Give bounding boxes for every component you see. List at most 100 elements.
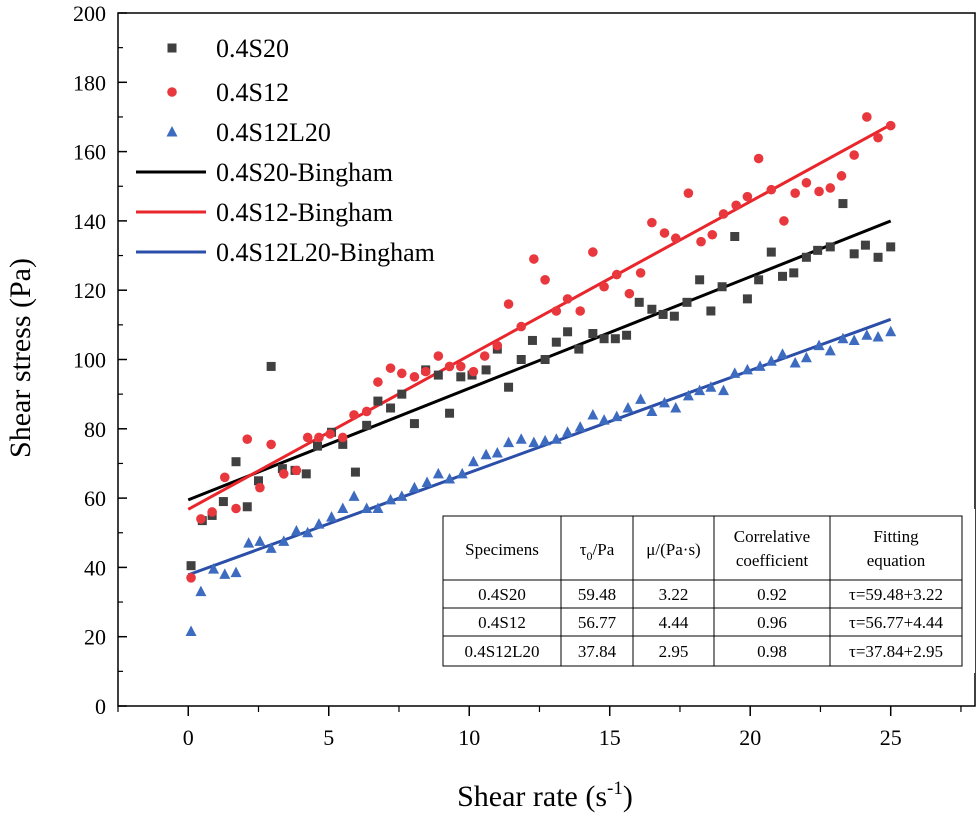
legend-item: 0.4S20 xyxy=(167,34,289,63)
table-border xyxy=(442,515,963,667)
series-0.4S12 xyxy=(186,112,896,583)
data-point xyxy=(348,490,360,501)
data-point xyxy=(551,306,562,316)
data-point xyxy=(266,439,276,450)
data-point xyxy=(503,299,514,309)
data-point xyxy=(337,502,349,513)
data-point xyxy=(837,332,849,344)
data-point xyxy=(814,186,824,197)
data-point xyxy=(266,361,276,371)
data-point xyxy=(338,439,348,449)
series-0.4S12L20 xyxy=(185,325,897,637)
data-point xyxy=(231,503,241,514)
data-point xyxy=(801,177,812,188)
data-point xyxy=(718,209,729,219)
data-point xyxy=(396,368,407,379)
data-point xyxy=(624,288,635,299)
data-point xyxy=(218,497,228,507)
tick-marks xyxy=(117,12,962,716)
legend-label: 0.4S12-Bingham xyxy=(216,198,393,227)
data-point xyxy=(242,434,253,444)
y-tick-label: 60 xyxy=(84,486,106,511)
data-point xyxy=(622,330,632,340)
data-point xyxy=(420,366,431,377)
data-point xyxy=(385,363,396,373)
data-point xyxy=(659,228,670,238)
data-point xyxy=(242,502,252,512)
legend-marker xyxy=(167,43,177,53)
data-point xyxy=(622,402,634,413)
data-point xyxy=(230,566,242,578)
data-point xyxy=(468,366,479,377)
data-point xyxy=(186,572,196,583)
data-point xyxy=(207,507,217,517)
fit-line-0.4S20-Bingham xyxy=(187,219,892,502)
data-point xyxy=(695,275,705,285)
data-point xyxy=(385,493,397,505)
legend-marker xyxy=(166,126,178,137)
data-point xyxy=(372,502,384,513)
data-point xyxy=(265,542,277,553)
data-point xyxy=(694,384,706,396)
data-point xyxy=(302,526,314,538)
data-point xyxy=(397,389,407,399)
table-cell: 0.92 xyxy=(757,585,787,604)
table-cell: 37.84 xyxy=(578,642,617,661)
data-point xyxy=(647,304,657,314)
data-point xyxy=(825,242,835,252)
legend: 0.4S20 0.4S12 0.4S12L20 0.4S20-Bingham 0.4S1… xyxy=(136,34,435,267)
data-point xyxy=(337,432,348,443)
data-point xyxy=(277,464,287,474)
data-point xyxy=(611,269,622,280)
data-point xyxy=(838,199,848,209)
data-point xyxy=(551,337,561,347)
table-background xyxy=(428,509,975,673)
data-point xyxy=(562,294,573,304)
data-point xyxy=(314,432,324,443)
data-point xyxy=(658,309,668,319)
legend-label: 0.4S12L20 xyxy=(216,118,331,147)
x-tick-label: 5 xyxy=(323,725,334,750)
data-point xyxy=(647,217,657,228)
data-point xyxy=(789,356,801,368)
data-point xyxy=(219,568,231,579)
data-point xyxy=(539,434,551,446)
data-point xyxy=(432,467,444,479)
table-cell: 0.4S20 xyxy=(478,585,526,604)
data-point xyxy=(325,429,335,439)
data-point xyxy=(278,469,289,479)
data-point xyxy=(456,372,466,382)
data-point xyxy=(731,200,741,211)
y-tick-label: 40 xyxy=(84,555,106,580)
data-point xyxy=(849,249,859,259)
table-header: μ/(Pa·s) xyxy=(646,540,700,559)
y-tick-label: 20 xyxy=(84,625,106,650)
data-point xyxy=(610,334,620,344)
table-cell: 56.77 xyxy=(578,613,617,632)
parameter-table: Specimens τ0/Pa μ/(Pa·s) Correlative coeffic… xyxy=(428,509,975,673)
data-point xyxy=(707,229,718,240)
data-point xyxy=(409,372,420,382)
table-cell: 59.48 xyxy=(578,585,616,604)
data-point xyxy=(516,321,527,332)
data-point xyxy=(885,325,897,337)
data-point xyxy=(386,403,396,413)
data-point xyxy=(373,377,383,387)
data-point xyxy=(290,525,302,536)
data-point xyxy=(481,365,491,375)
legend-label: 0.4S12L20-Bingham xyxy=(216,238,435,267)
y-tick-label: 200 xyxy=(73,1,106,26)
data-point xyxy=(717,282,727,292)
data-point xyxy=(563,327,573,337)
fit-lines xyxy=(187,123,892,577)
data-point xyxy=(588,247,598,257)
data-point xyxy=(587,408,599,420)
data-point xyxy=(433,370,443,380)
data-point xyxy=(872,330,884,342)
table-cell: τ=59.48+3.22 xyxy=(849,585,943,604)
data-point xyxy=(480,448,492,460)
data-point xyxy=(503,436,515,448)
table-cell: τ=56.77+4.44 xyxy=(849,613,944,632)
y-tick-label: 120 xyxy=(73,278,106,303)
data-point xyxy=(254,535,266,546)
